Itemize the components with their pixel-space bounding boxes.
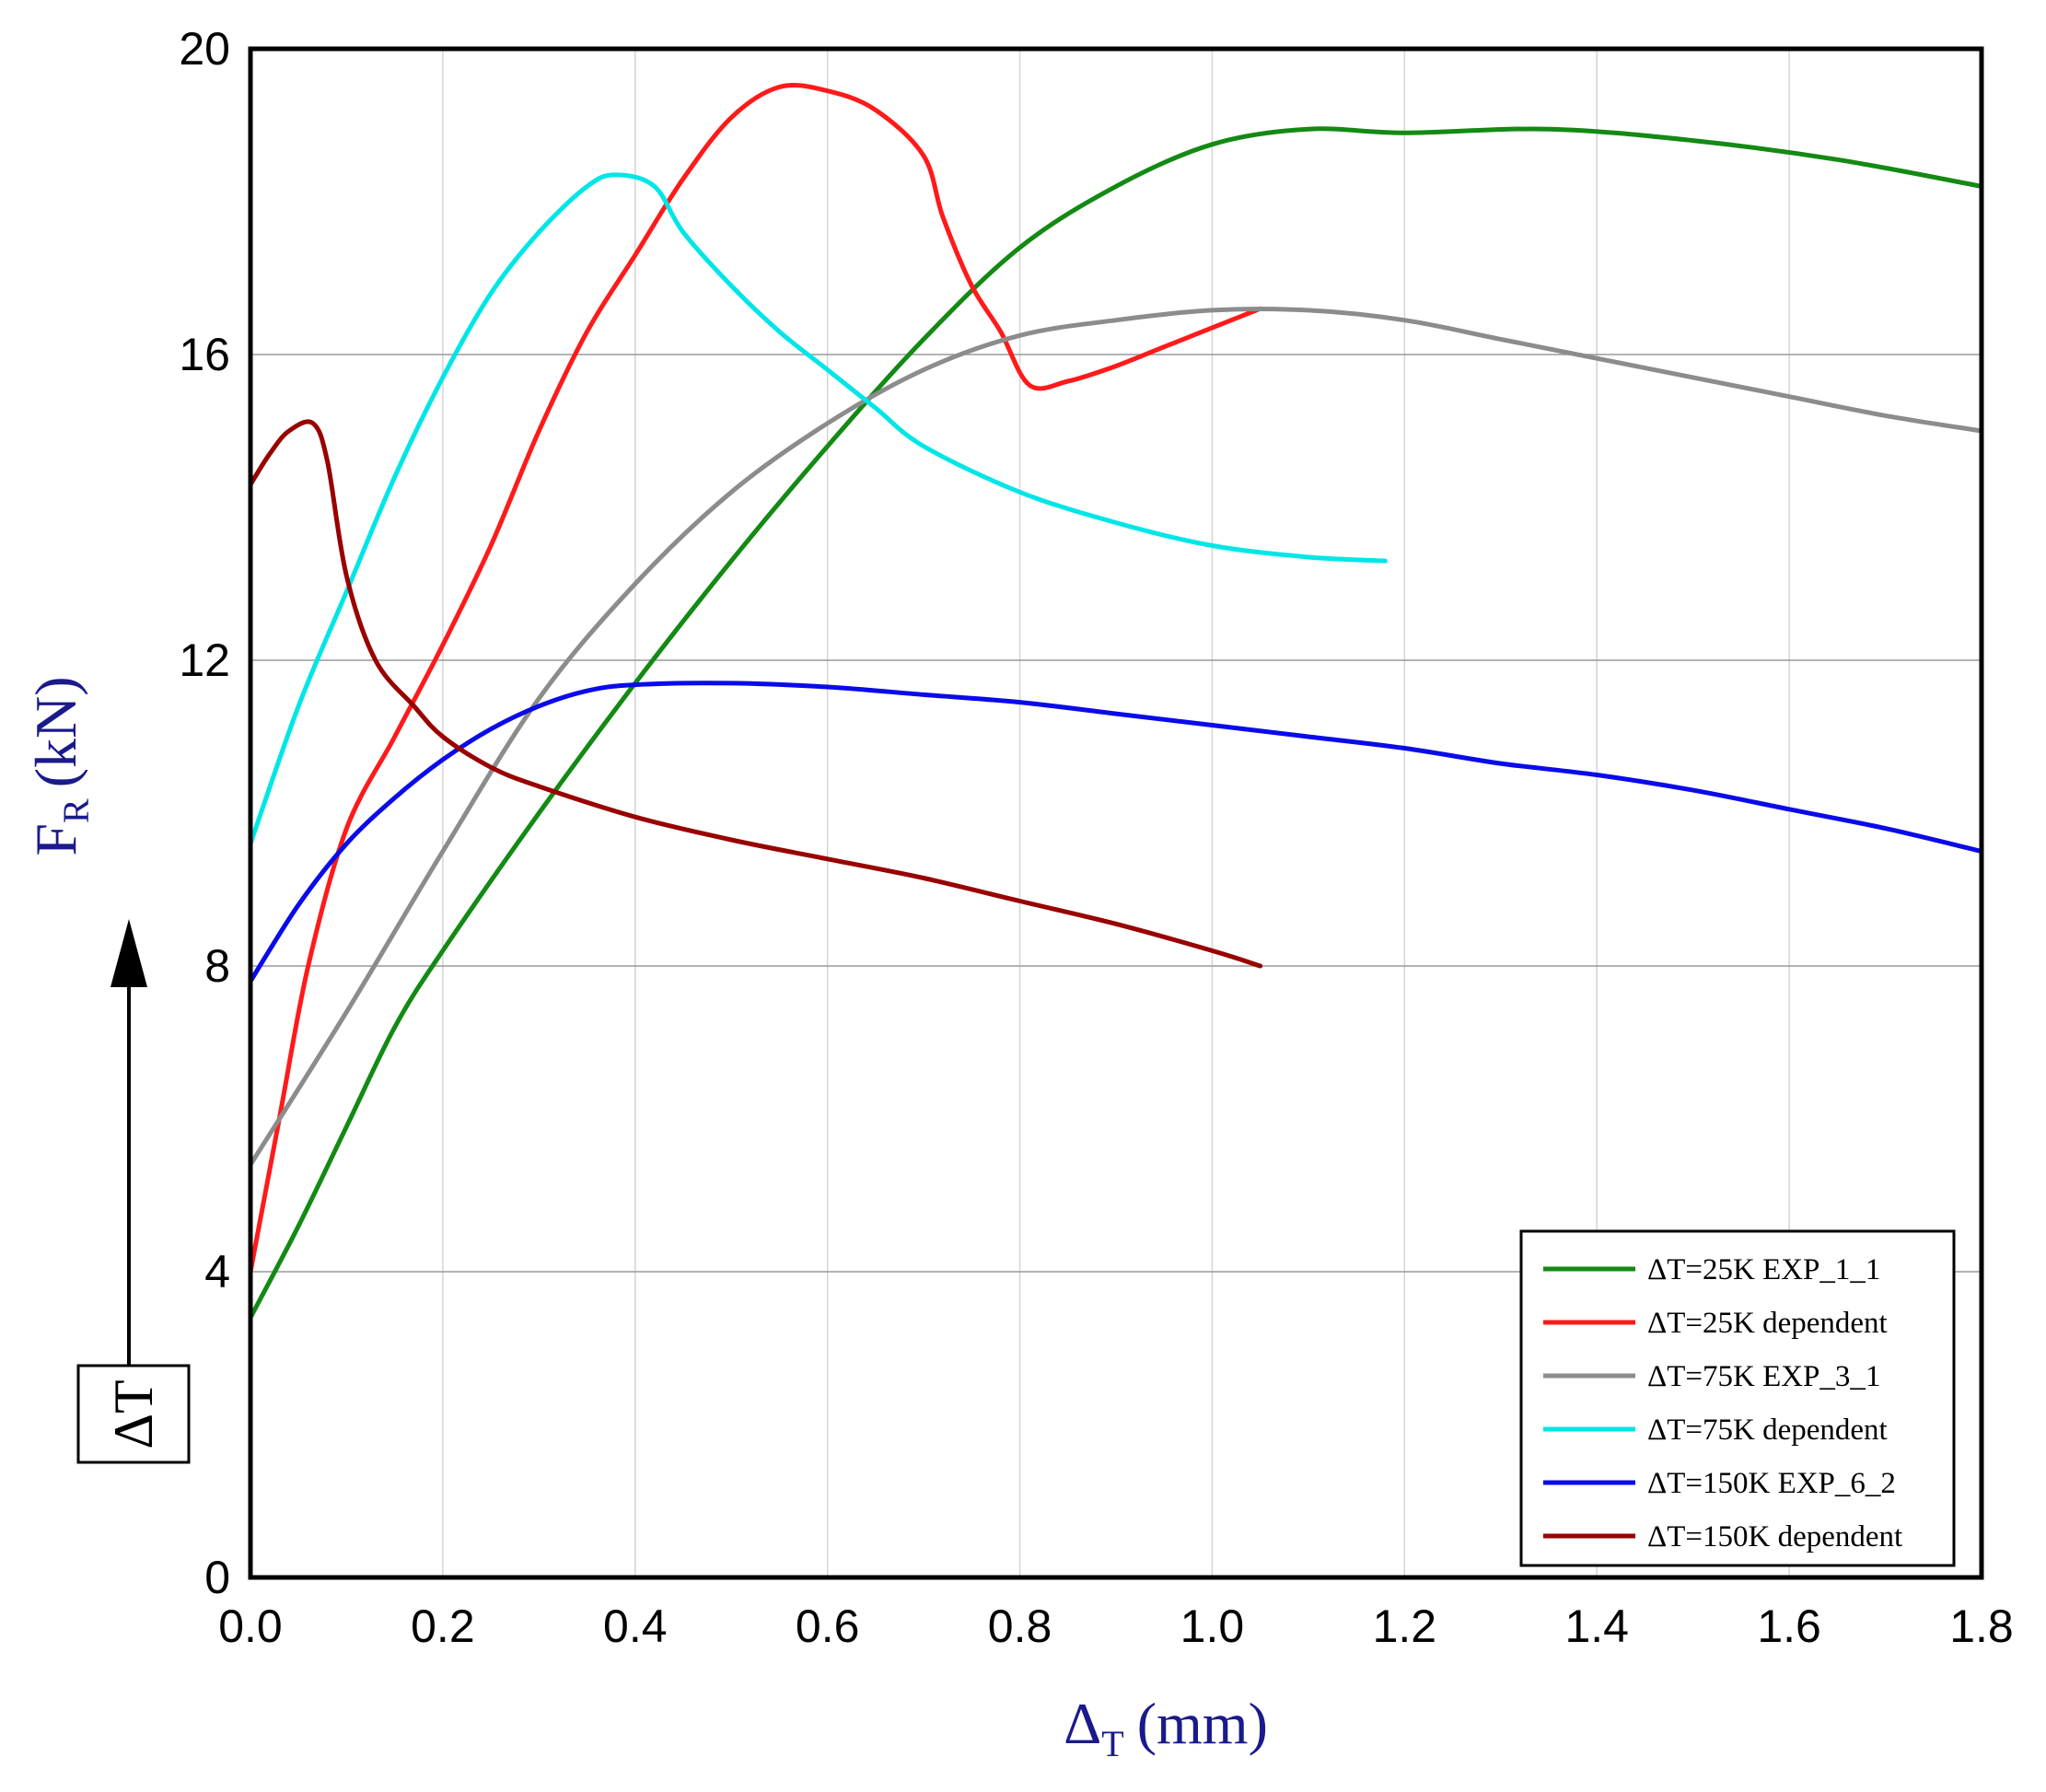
x-axis-symbol: Δ [1064,1691,1101,1756]
y-tick-label: 16 [179,329,230,380]
x-tick-label: 0.4 [603,1600,668,1652]
x-tick-label: 1.8 [1949,1600,2014,1652]
series-layer [248,83,1984,1321]
x-axis-unit: (mm) [1137,1691,1268,1756]
x-tick-label: 0.6 [796,1600,860,1652]
series-line-3 [248,307,1984,1168]
x-axis-subscript: T [1101,1723,1123,1764]
y-axis-symbol: F [23,823,88,856]
y-tick-labels: 0 4 8 12 16 20 [179,23,230,1603]
y-tick-label: 8 [204,940,230,992]
delta-t-label: ΔT [103,1379,164,1449]
x-tick-label: 0.8 [988,1600,1052,1652]
legend-label: ΔT=150K EXP_6_2 [1647,1467,1896,1500]
legend: ΔT=25K EXP_1_1 ΔT=25K dependent ΔT=75K EXP… [1519,1229,1956,1567]
legend-label: ΔT=150K dependent [1647,1520,1902,1553]
x-tick-label: 1.2 [1373,1600,1437,1652]
series-line-2 [248,83,1263,1274]
series-line-4 [248,172,1388,846]
x-tick-label: 1.0 [1180,1600,1245,1652]
delta-t-annotation: ΔT [76,919,191,1464]
y-axis-unit: (kN) [23,676,88,787]
legend-label: ΔT=25K EXP_1_1 [1647,1253,1880,1286]
delta-t-arrow-head-icon [110,919,147,987]
x-axis-label: ΔT (mm) [1064,1691,1268,1764]
x-tick-label: 1.6 [1757,1600,1821,1652]
x-tick-labels: 0.0 0.2 0.4 0.6 0.8 1.0 1.2 1.4 1.6 1.8 [218,1600,2014,1652]
y-tick-label: 0 [204,1552,230,1603]
series-line-6 [248,419,1263,969]
x-tick-label: 0.0 [218,1600,283,1652]
x-tick-label: 0.2 [411,1600,475,1652]
legend-label: ΔT=75K EXP_3_1 [1647,1360,1880,1393]
delta-t-box [76,1364,191,1464]
legend-entries: ΔT=25K EXP_1_1 ΔT=25K dependent ΔT=75K EXP… [1543,1253,1902,1553]
y-tick-label: 12 [179,634,230,686]
plot-frame [248,46,1984,1580]
y-tick-label: 20 [179,23,230,75]
y-tick-label: 4 [204,1246,230,1297]
series-line-1 [248,126,1984,1321]
y-axis-label: FR (kN) [23,676,97,855]
legend-label: ΔT=25K dependent [1647,1307,1888,1340]
series-line-5 [248,681,1984,984]
x-tick-label: 1.4 [1564,1600,1629,1652]
legend-box [1519,1229,1956,1567]
y-axis-subscript: R [55,798,97,823]
legend-label: ΔT=75K dependent [1647,1414,1888,1447]
